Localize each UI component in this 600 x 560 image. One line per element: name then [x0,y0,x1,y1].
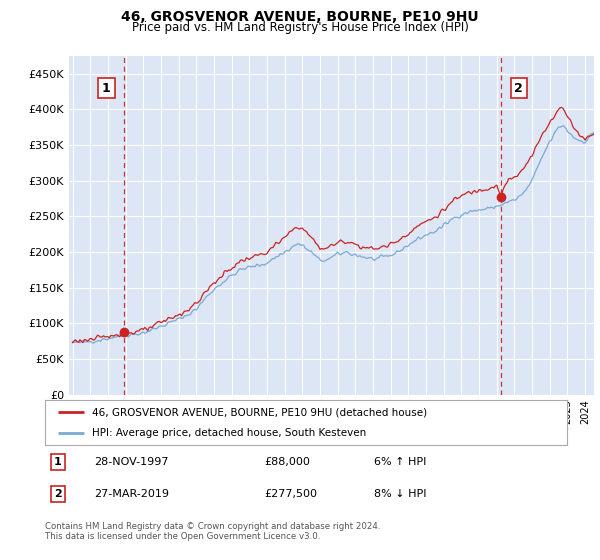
Text: HPI: Average price, detached house, South Kesteven: HPI: Average price, detached house, Sout… [92,428,366,438]
Text: 6% ↑ HPI: 6% ↑ HPI [374,457,426,467]
Text: 46, GROSVENOR AVENUE, BOURNE, PE10 9HU: 46, GROSVENOR AVENUE, BOURNE, PE10 9HU [121,10,479,24]
Text: 1: 1 [54,457,62,467]
Text: 27-MAR-2019: 27-MAR-2019 [95,489,170,500]
Text: 28-NOV-1997: 28-NOV-1997 [95,457,169,467]
Text: 1: 1 [102,82,111,95]
Text: 2: 2 [514,82,523,95]
Text: Contains HM Land Registry data © Crown copyright and database right 2024.
This d: Contains HM Land Registry data © Crown c… [45,522,380,542]
Text: £277,500: £277,500 [264,489,317,500]
Text: 46, GROSVENOR AVENUE, BOURNE, PE10 9HU (detached house): 46, GROSVENOR AVENUE, BOURNE, PE10 9HU (… [92,408,427,418]
Text: Price paid vs. HM Land Registry's House Price Index (HPI): Price paid vs. HM Land Registry's House … [131,21,469,34]
Text: 2: 2 [54,489,62,500]
Text: 8% ↓ HPI: 8% ↓ HPI [374,489,427,500]
Text: £88,000: £88,000 [264,457,310,467]
